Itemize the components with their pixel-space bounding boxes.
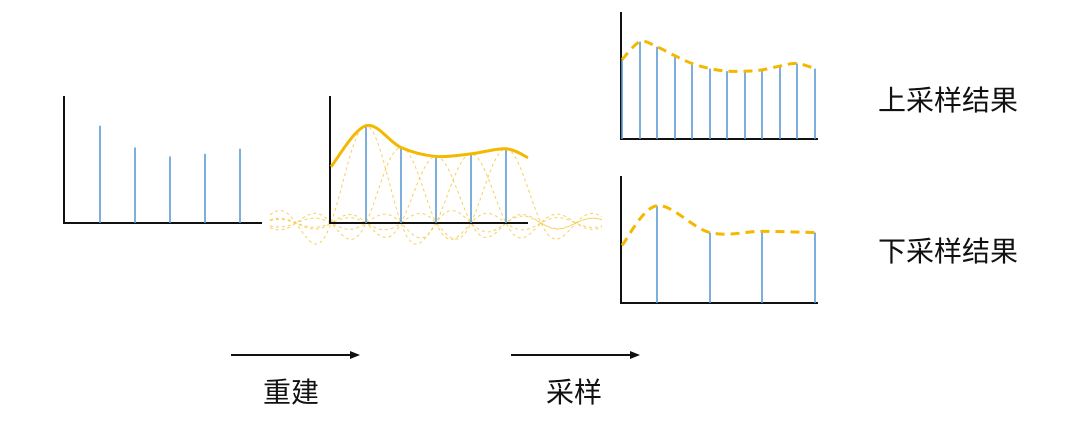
reconstruct-label: 重建 bbox=[263, 376, 319, 409]
upsampled-sample-lines bbox=[621, 41, 816, 139]
upsampled-panel bbox=[620, 12, 818, 140]
sample-label: 采样 bbox=[546, 376, 602, 409]
downsample-result-label: 下采样结果 bbox=[878, 235, 1018, 268]
original-sample-lines bbox=[99, 125, 241, 223]
upsample-result-label: 上采样结果 bbox=[878, 84, 1018, 117]
downsampled-panel bbox=[620, 176, 818, 304]
reconstructed-curve bbox=[329, 124, 529, 168]
reconstruction-panel bbox=[269, 96, 603, 245]
kernel-curve-5 bbox=[269, 148, 603, 240]
downsampled-dashed-curve bbox=[620, 204, 816, 247]
upsampled-dashed-curve bbox=[620, 39, 816, 73]
original-samples-panel bbox=[63, 96, 262, 224]
downsampled-sample-lines bbox=[656, 205, 816, 303]
reconstruction-sample-lines bbox=[365, 125, 507, 223]
